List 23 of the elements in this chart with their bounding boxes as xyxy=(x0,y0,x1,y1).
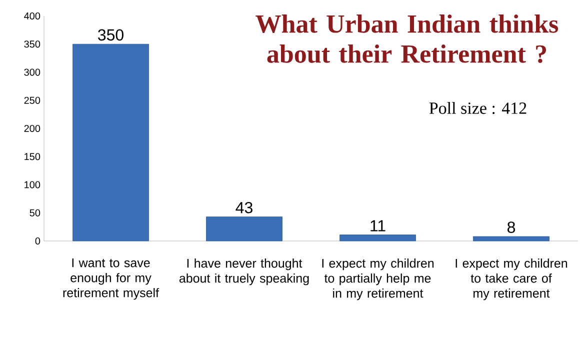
y-tick-label: 350 xyxy=(24,40,40,48)
data-label: 43 xyxy=(236,202,252,214)
chart-title: What Urban Indian thinks about their Retirement ? xyxy=(256,14,558,63)
bar xyxy=(340,234,416,242)
y-tick-label: 150 xyxy=(24,153,40,160)
x-tick-label: I expect my children to partially help me in my retirement xyxy=(322,258,434,300)
x-tick-label: I expect my children to take care of my retirement xyxy=(456,258,568,300)
y-tick-label: 300 xyxy=(24,68,40,76)
data-label: 350 xyxy=(98,29,124,41)
y-tick-label: 250 xyxy=(24,96,40,104)
bar xyxy=(473,236,550,242)
y-tick-label: 0 xyxy=(35,237,40,245)
text: Poll size : 412 xyxy=(429,102,526,114)
y-tick-label: 200 xyxy=(24,124,40,132)
data-label: 11 xyxy=(370,220,386,232)
y-tick-label: 50 xyxy=(30,209,40,216)
x-tick-label: I want to save enough for my retirement myself xyxy=(63,258,160,300)
x-tick-label: I have never thought about it truely speaking xyxy=(179,258,309,286)
y-tick-label: 400 xyxy=(24,12,40,20)
bar xyxy=(206,216,282,242)
bar xyxy=(72,44,149,242)
data-label: 8 xyxy=(507,222,515,233)
y-tick-label: 100 xyxy=(24,181,40,188)
